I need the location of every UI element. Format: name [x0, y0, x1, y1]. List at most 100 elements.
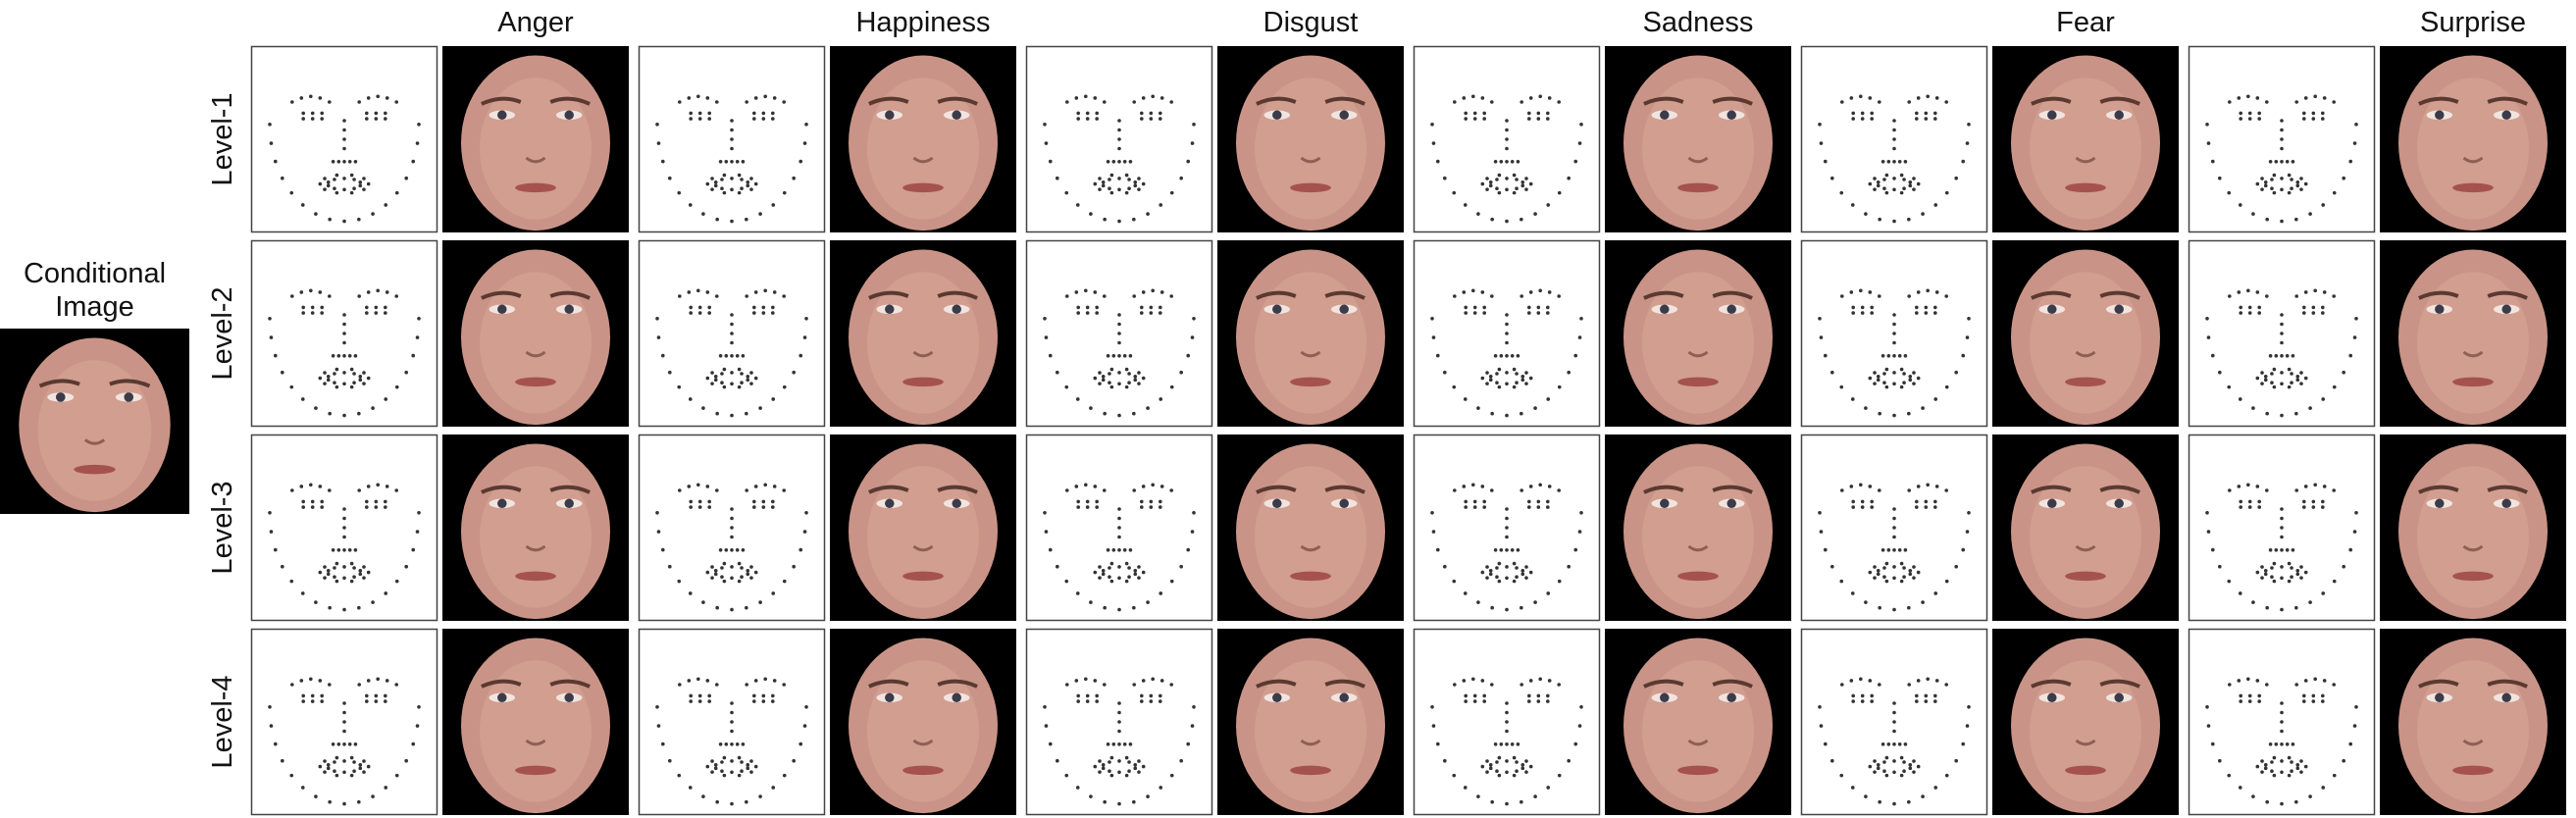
landmark-dot: [2302, 693, 2306, 698]
landmark-dot: [1499, 548, 1504, 552]
landmark-dot: [792, 370, 796, 375]
pupil: [2047, 304, 2057, 315]
landmark-dot: [384, 591, 388, 595]
landmark-dot: [715, 488, 719, 492]
landmark-dot: [1109, 384, 1114, 389]
landmark-dot: [1557, 100, 1561, 104]
landmark-dot: [1860, 305, 1865, 310]
landmark-dot: [1074, 96, 1079, 100]
landmark-dot: [1557, 384, 1562, 389]
mouth: [1290, 377, 1331, 387]
landmark-dot: [1186, 741, 1191, 746]
landmark-dot: [1882, 178, 1886, 181]
landmark-dot: [1915, 505, 1919, 509]
landmark-dot: [335, 384, 339, 389]
landmark-dot: [333, 186, 336, 191]
nose: [2075, 350, 2096, 358]
landmark-dot: [2280, 526, 2284, 530]
landmark-dot: [331, 548, 335, 552]
landmark-dot: [1546, 397, 1551, 401]
landmark-dot: [1495, 186, 1499, 191]
eyebrow: [1712, 679, 1753, 689]
landmark-dot: [342, 146, 346, 151]
landmark-dot: [2311, 305, 2316, 310]
landmark-dot: [2227, 190, 2232, 195]
nose: [2075, 156, 2096, 164]
landmark-dot: [2257, 117, 2261, 121]
landmark-dot: [697, 311, 702, 315]
landmark-dot: [799, 353, 803, 358]
landmark-dot: [1933, 505, 1937, 509]
landmark-dot: [722, 561, 727, 566]
landmark-dot: [2303, 764, 2308, 769]
landmark-dot: [1488, 766, 1493, 771]
landmark-dot: [2265, 605, 2269, 610]
landmark-dot: [1528, 570, 1533, 575]
landmark-dot: [2303, 96, 2308, 100]
landmark-dot: [1075, 591, 1080, 595]
landmark-dot: [1954, 564, 1958, 569]
landmark-dot: [2274, 742, 2279, 746]
landmark-dot: [1476, 406, 1480, 410]
landmark-dot: [1557, 773, 1562, 778]
landmark-dot: [1490, 683, 1494, 687]
landmark-dot: [289, 384, 294, 389]
landmark-dot: [1505, 710, 1509, 715]
landmark-dot: [2218, 758, 2222, 763]
landmark-dot: [1431, 724, 1436, 728]
landmark-dot: [1892, 187, 1896, 192]
landmark-dot: [2255, 764, 2260, 769]
landmark-dot: [1117, 535, 1121, 539]
landmark-dot: [2303, 485, 2308, 488]
landmark-dot: [746, 375, 750, 379]
landmark-dot: [1159, 111, 1162, 116]
landmark-dot: [357, 799, 361, 804]
landmark-dot: [1431, 141, 1436, 145]
landmark-dot: [710, 371, 714, 375]
landmark-dot: [1190, 530, 1195, 534]
landmark-dot: [1098, 177, 1102, 180]
landmark-dot: [802, 141, 807, 145]
landmark-dot: [1902, 372, 1906, 376]
landmark-dot: [1902, 186, 1906, 191]
landmark-dot: [1505, 371, 1509, 375]
landmark-dot: [1505, 382, 1509, 386]
landmark-dot: [1103, 217, 1107, 222]
landmark-dot: [2294, 294, 2298, 298]
landmark-dot: [2280, 160, 2284, 164]
nose: [1687, 544, 1709, 552]
landmark-dot: [336, 354, 341, 358]
landmark-dot: [1528, 376, 1533, 381]
landmark-dot: [1915, 699, 1919, 703]
generated-face: [1217, 46, 1404, 232]
generated-face: [1992, 435, 2179, 621]
landmark-dot: [1907, 100, 1911, 104]
landmark-dot: [357, 100, 361, 104]
landmark-dot: [323, 382, 327, 385]
landmark-dot: [320, 305, 324, 310]
landmark-dot: [342, 770, 346, 775]
landmark-dot: [730, 119, 734, 123]
landmark-dot: [2280, 187, 2284, 192]
landmark-dot: [1876, 766, 1880, 771]
landmark-dot: [365, 117, 369, 121]
landmark-dot: [1546, 311, 1550, 315]
landmark-dot: [740, 769, 744, 774]
landmark-dot: [713, 569, 718, 573]
landmark-dot: [1169, 683, 1173, 687]
landmark-dot: [752, 311, 756, 315]
landmark-dot: [1075, 397, 1080, 401]
landmark-dot: [1536, 311, 1541, 315]
landmark-dot: [318, 290, 323, 294]
landmark-dot: [1064, 773, 1069, 778]
landmark-dot: [376, 288, 380, 293]
landmark-dot: [415, 530, 420, 534]
landmark-dot: [1907, 217, 1911, 222]
landmark-dot: [1880, 354, 1885, 358]
landmark-dot: [1485, 565, 1489, 569]
landmark-dot: [1579, 123, 1583, 127]
landmark-dot: [2290, 178, 2293, 181]
landmark-dot: [1056, 564, 1059, 569]
row-label: Level-4: [207, 675, 238, 768]
landmark-dot: [1089, 406, 1093, 410]
